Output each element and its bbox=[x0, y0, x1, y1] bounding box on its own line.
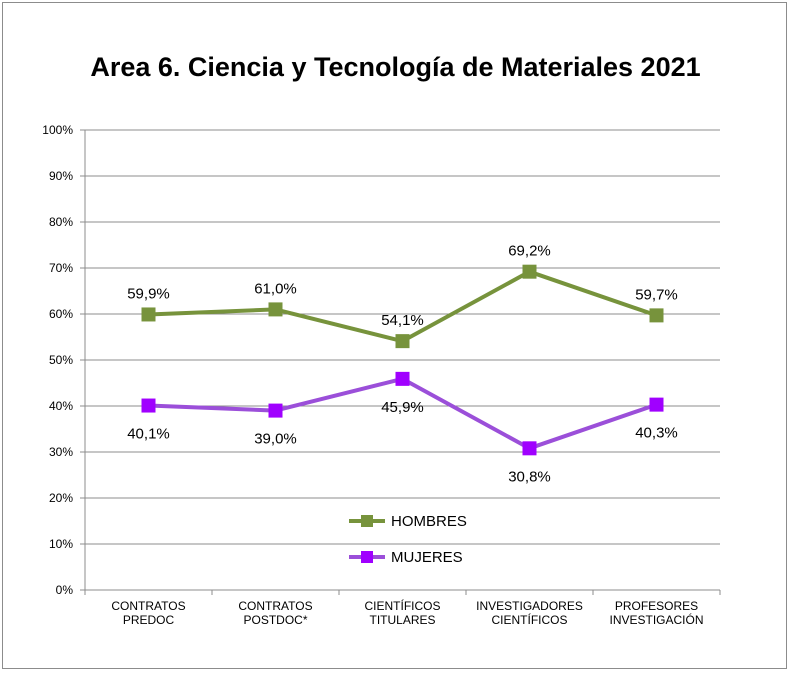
y-tick-label: 0% bbox=[56, 583, 74, 597]
label-layer: 59,9% 61,0% 54,1% 69,2% 59,7% 40,1% 39,0% 45,9%… bbox=[127, 243, 678, 486]
y-tick-label: 100% bbox=[42, 123, 73, 137]
legend-marker-hombres bbox=[361, 515, 373, 527]
axis-layer: 0% 10% 20% 30% 40% 50% 60% 70% 80% 90% 100% CONTRAT… bbox=[42, 123, 721, 627]
data-point-hombres bbox=[395, 334, 410, 349]
data-point-mujeres bbox=[141, 398, 156, 413]
data-point-hombres bbox=[268, 302, 283, 317]
y-tick-label: 20% bbox=[49, 491, 73, 505]
y-tick-label: 10% bbox=[49, 537, 73, 551]
y-tick-label: 80% bbox=[49, 215, 73, 229]
x-tick-label: CONTRATOS POSTDOC* bbox=[238, 599, 312, 627]
data-point-mujeres bbox=[522, 441, 537, 456]
legend-label-mujeres: MUJERES bbox=[391, 549, 463, 566]
x-tick-label: CONTRATOS PREDOC bbox=[111, 599, 185, 627]
data-label-hombres: 54,1% bbox=[381, 312, 424, 329]
y-tick-label: 90% bbox=[49, 169, 73, 183]
y-tick-label: 70% bbox=[49, 261, 73, 275]
data-label-mujeres: 30,8% bbox=[508, 468, 551, 485]
legend-marker-mujeres bbox=[361, 551, 373, 563]
data-point-hombres bbox=[522, 264, 537, 279]
data-label-hombres: 59,7% bbox=[635, 286, 678, 303]
data-label-hombres: 69,2% bbox=[508, 243, 551, 260]
series-layer bbox=[141, 264, 664, 456]
data-point-hombres bbox=[141, 307, 156, 322]
series-line-hombres bbox=[148, 269, 658, 344]
data-point-mujeres bbox=[649, 397, 664, 412]
data-label-mujeres: 39,0% bbox=[254, 431, 297, 448]
x-tick-label: INVESTIGADORES CIENTÍFICOS bbox=[476, 599, 583, 627]
data-label-hombres: 61,0% bbox=[254, 280, 297, 297]
data-label-mujeres: 45,9% bbox=[381, 399, 424, 416]
legend: HOMBRES MUJERES bbox=[349, 513, 467, 566]
data-point-mujeres bbox=[395, 371, 410, 386]
legend-label-hombres: HOMBRES bbox=[391, 513, 467, 530]
chart-title: Area 6. Ciencia y Tecnología de Material… bbox=[90, 52, 701, 82]
data-point-hombres bbox=[649, 308, 664, 323]
data-point-mujeres bbox=[268, 403, 283, 418]
y-tick-label: 60% bbox=[49, 307, 73, 321]
data-label-mujeres: 40,3% bbox=[635, 425, 678, 442]
y-tick-label: 40% bbox=[49, 399, 73, 413]
x-tick-label: CIENTÍFICOS TITULARES bbox=[364, 598, 440, 627]
y-tick-label: 50% bbox=[49, 353, 73, 367]
data-label-mujeres: 40,1% bbox=[127, 426, 170, 443]
data-label-hombres: 59,9% bbox=[127, 285, 170, 302]
y-tick-label: 30% bbox=[49, 445, 73, 459]
x-tick-label: PROFESORES INVESTIGACIÓN bbox=[609, 599, 703, 627]
